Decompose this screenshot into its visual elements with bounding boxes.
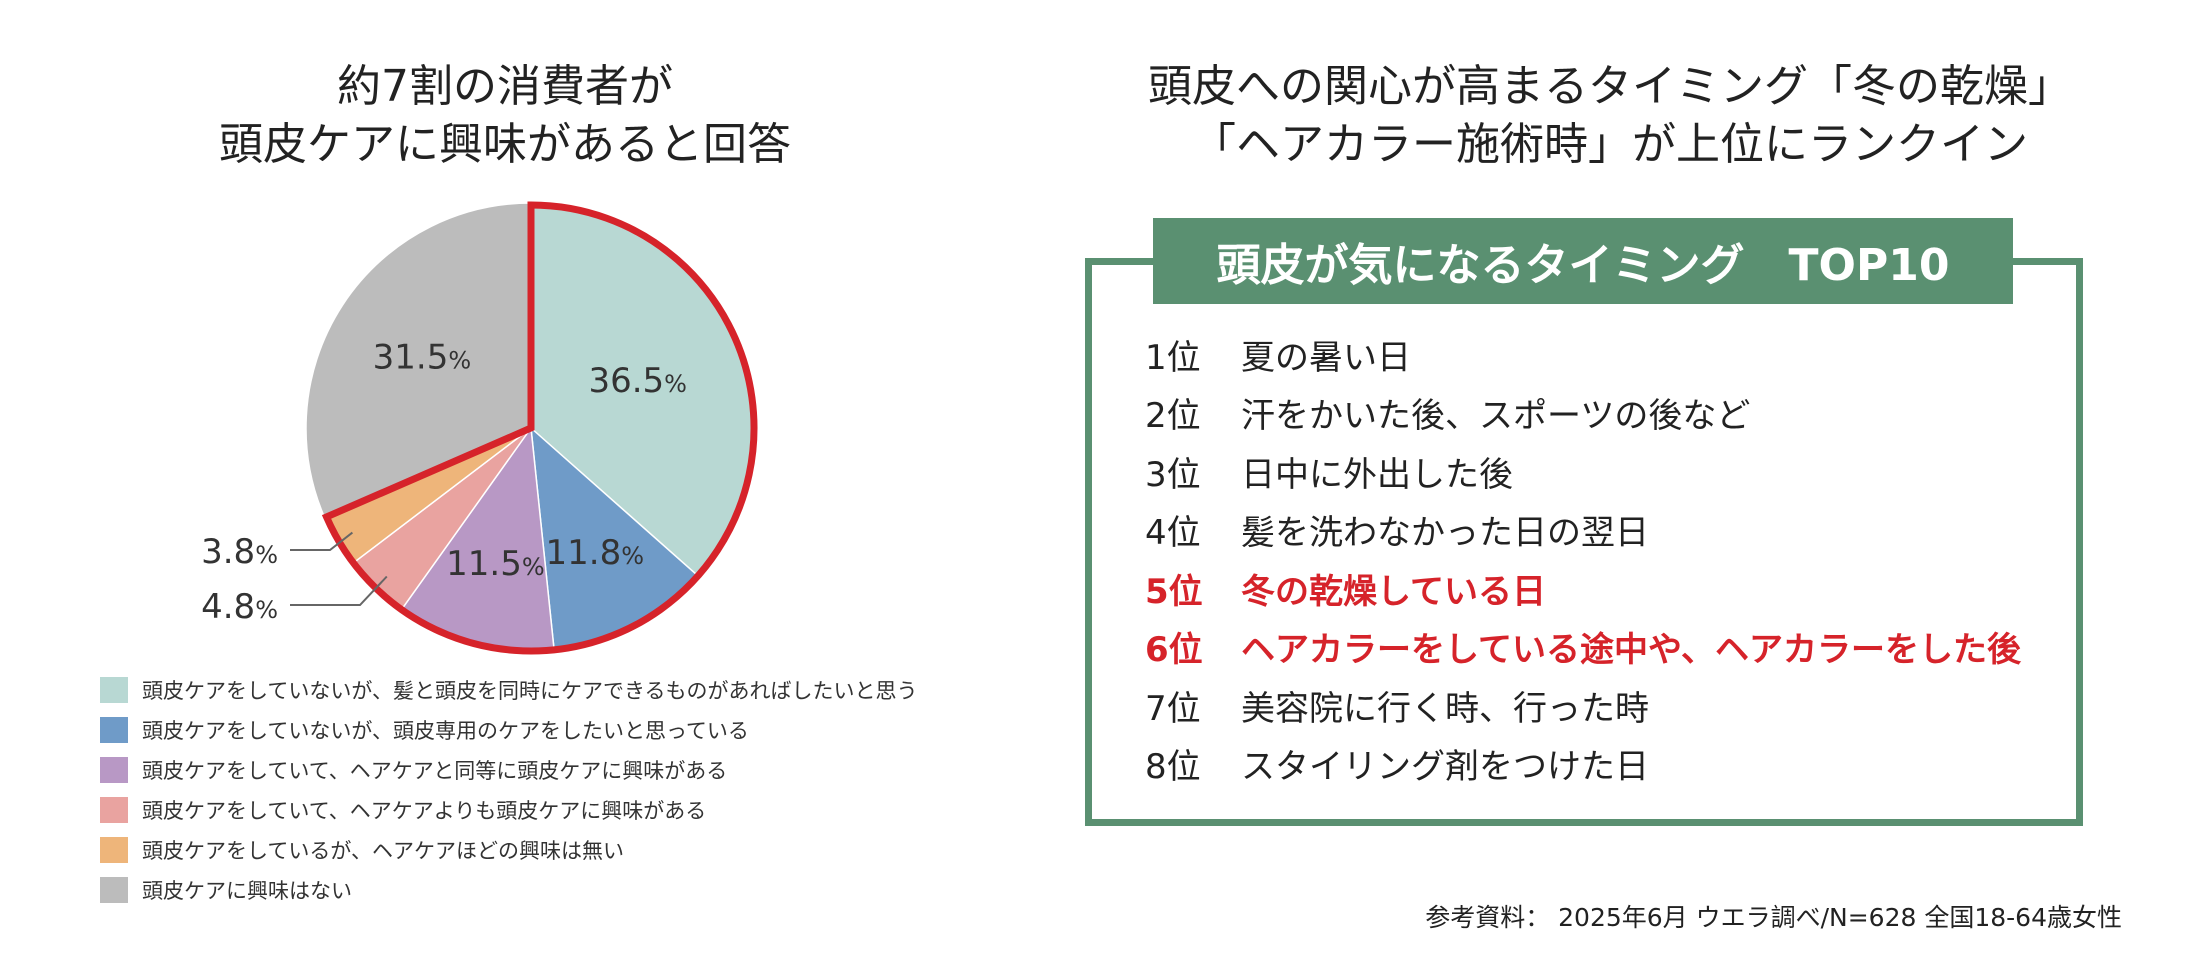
left-title: 約7割の消費者が 頭皮ケアに興味があると回答 (60, 58, 950, 174)
ranking-item: 4位 髪を洗わなかった日の翌日 (1145, 501, 2045, 560)
legend-item: 頭皮ケアをしていないが、頭皮専用のケアをしたいと思っている (100, 710, 1000, 750)
ranking-item-text: 日中に外出した後 (1241, 454, 1513, 495)
ranking-header: 頭皮が気になるタイミング TOP10 (1153, 218, 2013, 304)
ranking-item-rank: 7位 (1145, 688, 1201, 729)
ranking-item-rank: 6位 (1145, 630, 1203, 671)
ranking-item: 6位 ヘアカラーをしている途中や、ヘアカラーをした後 (1145, 618, 2045, 677)
legend-label: 頭皮ケアに興味はない (142, 879, 352, 903)
ranking-item-text: 汗をかいた後、スポーツの後など (1241, 396, 1751, 437)
pie-leader-line (290, 575, 388, 606)
ranking-item-rank: 3位 (1145, 454, 1201, 495)
legend-swatch (100, 677, 128, 703)
legend-label: 頭皮ケアをしていて、ヘアケアよりも頭皮ケアに興味がある (142, 799, 707, 823)
pie-legend: 頭皮ケアをしていないが、髪と頭皮を同時にケアできるものがあればしたいと思う 頭皮ケ… (100, 670, 1000, 910)
ranking-item-text: 冬の乾燥している日 (1241, 571, 1546, 612)
right-title: 頭皮への関心が高まるタイミング「冬の乾燥」 「ヘアカラー施術時」が上位にランクイ… (1080, 58, 2140, 174)
legend-item: 頭皮ケアをしていて、ヘアケアと同等に頭皮ケアに興味がある (100, 750, 1000, 790)
legend-swatch (100, 837, 128, 863)
legend-item: 頭皮ケアをしているが、ヘアケアほどの興味は無い (100, 830, 1000, 870)
ranking-item: 5位 冬の乾燥している日 (1145, 559, 2045, 618)
pie-chart: 36.5% 11.8%11.5% 4.8% 3.8% 31.5% (201, 201, 758, 655)
left-title-line2: 頭皮ケアに興味があると回答 (219, 119, 791, 170)
right-title-line1: 頭皮への関心が高まるタイミング「冬の乾燥」 (1148, 61, 2072, 112)
left-title-line1: 約7割の消費者が (337, 61, 673, 112)
legend-label: 頭皮ケアをしていて、ヘアケアと同等に頭皮ケアに興味がある (142, 759, 728, 783)
legend-label: 頭皮ケアをしていないが、髪と頭皮を同時にケアできるものがあればしたいと思う (142, 679, 918, 703)
ranking-item: 2位 汗をかいた後、スポーツの後など (1145, 384, 2045, 443)
pie-value-label: 11.8% (546, 533, 645, 573)
pie-value-label: 36.5% (588, 361, 687, 401)
ranking-item: 3位 日中に外出した後 (1145, 442, 2045, 501)
ranking-item-rank: 4位 (1145, 513, 1201, 554)
ranking-item-rank: 2位 (1145, 396, 1201, 437)
ranking-item-rank: 8位 (1145, 747, 1201, 788)
ranking-item: 1位 夏の暑い日 (1145, 325, 2045, 384)
ranking-item-text: ヘアカラーをしている途中や、ヘアカラーをした後 (1241, 630, 2021, 671)
ranking-item: 7位 美容院に行く時、行った時 (1145, 676, 2045, 735)
source-note: 参考資料： 2025年6月 ウエラ調べ/N=628 全国18-64歳女性 (1425, 903, 2122, 932)
ranking-list: 1位 夏の暑い日 2位 汗をかいた後、スポーツの後など 3位 日中に外出した後 4位 髪を洗わ… (1145, 325, 2045, 793)
right-title-line2: 「ヘアカラー施術時」が上位にランクイン (1192, 119, 2028, 170)
pie-value-label: 3.8% (201, 532, 278, 572)
ranking-item-text: 美容院に行く時、行った時 (1241, 688, 1649, 729)
pie-value-label: 4.8% (201, 587, 278, 627)
legend-swatch (100, 717, 128, 743)
pie-highlight-outline (321, 201, 758, 655)
ranking-item-text: 髪を洗わなかった日の翌日 (1241, 513, 1649, 554)
ranking-item: 8位 スタイリング剤をつけた日 (1145, 735, 2045, 794)
ranking-item-text: スタイリング剤をつけた日 (1241, 747, 1649, 788)
ranking-item-rank: 1位 (1145, 337, 1201, 378)
legend-item: 頭皮ケアをしていないが、髪と頭皮を同時にケアできるものがあればしたいと思う (100, 670, 1000, 710)
legend-swatch (100, 797, 128, 823)
pie-leader-line (290, 531, 354, 551)
ranking-item-text: 夏の暑い日 (1241, 337, 1411, 378)
pie-value-label: 31.5% (373, 338, 472, 378)
legend-item: 頭皮ケアをしていて、ヘアケアよりも頭皮ケアに興味がある (100, 790, 1000, 830)
pie-value-label: 11.5% (446, 544, 545, 584)
legend-swatch (100, 757, 128, 783)
legend-swatch (100, 877, 128, 903)
pie-slice (305, 202, 532, 519)
ranking-item-rank: 5位 (1145, 571, 1203, 612)
legend-label: 頭皮ケアをしていないが、頭皮専用のケアをしたいと思っている (142, 719, 749, 743)
legend-item: 頭皮ケアに興味はない (100, 870, 1000, 910)
legend-label: 頭皮ケアをしているが、ヘアケアほどの興味は無い (142, 839, 624, 863)
